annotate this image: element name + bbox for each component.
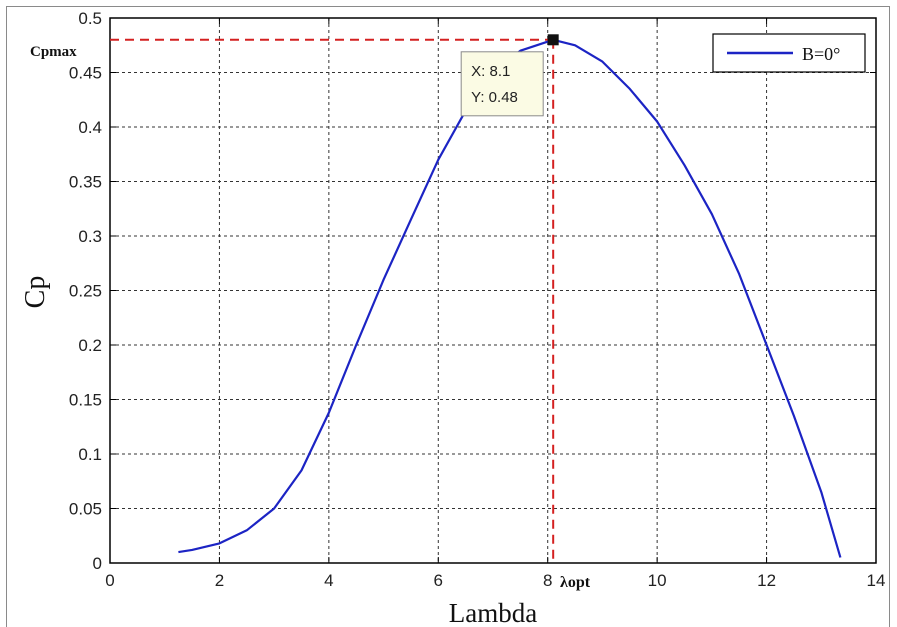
y-tick-label: 0.35 [69, 173, 102, 192]
datatip-y-text: Y: 0.48 [471, 89, 518, 106]
x-tick-label: 10 [648, 571, 667, 590]
cpmax-label: Cpmax [30, 44, 77, 60]
legend-entry-label: B=0° [802, 44, 840, 64]
optimum-guide-lines [110, 38, 555, 563]
y-tick-label: 0.3 [78, 227, 102, 246]
y-tick-label: 0.25 [69, 282, 102, 301]
y-tick-label: 0.5 [78, 9, 102, 28]
datatip: X: 8.1 Y: 0.48 [460, 51, 544, 117]
x-tick-label: 12 [757, 571, 776, 590]
x-tick-label: 8 [543, 571, 552, 590]
x-tick-label: 4 [324, 571, 333, 590]
y-axis-label: Cp [20, 276, 51, 309]
figure-frame [6, 6, 890, 627]
y-tick-label: 0.2 [78, 336, 102, 355]
legend: B=0° [712, 33, 866, 73]
x-tick-label: 0 [105, 571, 114, 590]
datatip-x-text: X: 8.1 [471, 63, 510, 80]
y-tick-label: 0.05 [69, 500, 102, 519]
x-tick-label: 14 [867, 571, 886, 590]
x-tick-labels: 0 2 4 6 8 10 12 14 [105, 571, 885, 590]
y-tick-label: 0.45 [69, 64, 102, 83]
y-tick-label: 0.15 [69, 391, 102, 410]
x-tick-label: 2 [215, 571, 224, 590]
x-tick-label: 6 [434, 571, 443, 590]
y-tick-label: 0.4 [78, 118, 102, 137]
plot-area-border [109, 17, 877, 564]
y-tick-label: 0.1 [78, 445, 102, 464]
x-axis-label: Lambda [449, 598, 537, 627]
y-tick-labels: 0 0.05 0.1 0.15 0.2 0.25 0.3 0.35 0.4 0.45 0.5 [69, 9, 102, 573]
y-tick-label: 0 [93, 554, 102, 573]
lambda-opt-label: λopt [560, 574, 591, 591]
max-point-marker [547, 34, 559, 46]
datatip-box [460, 51, 544, 117]
